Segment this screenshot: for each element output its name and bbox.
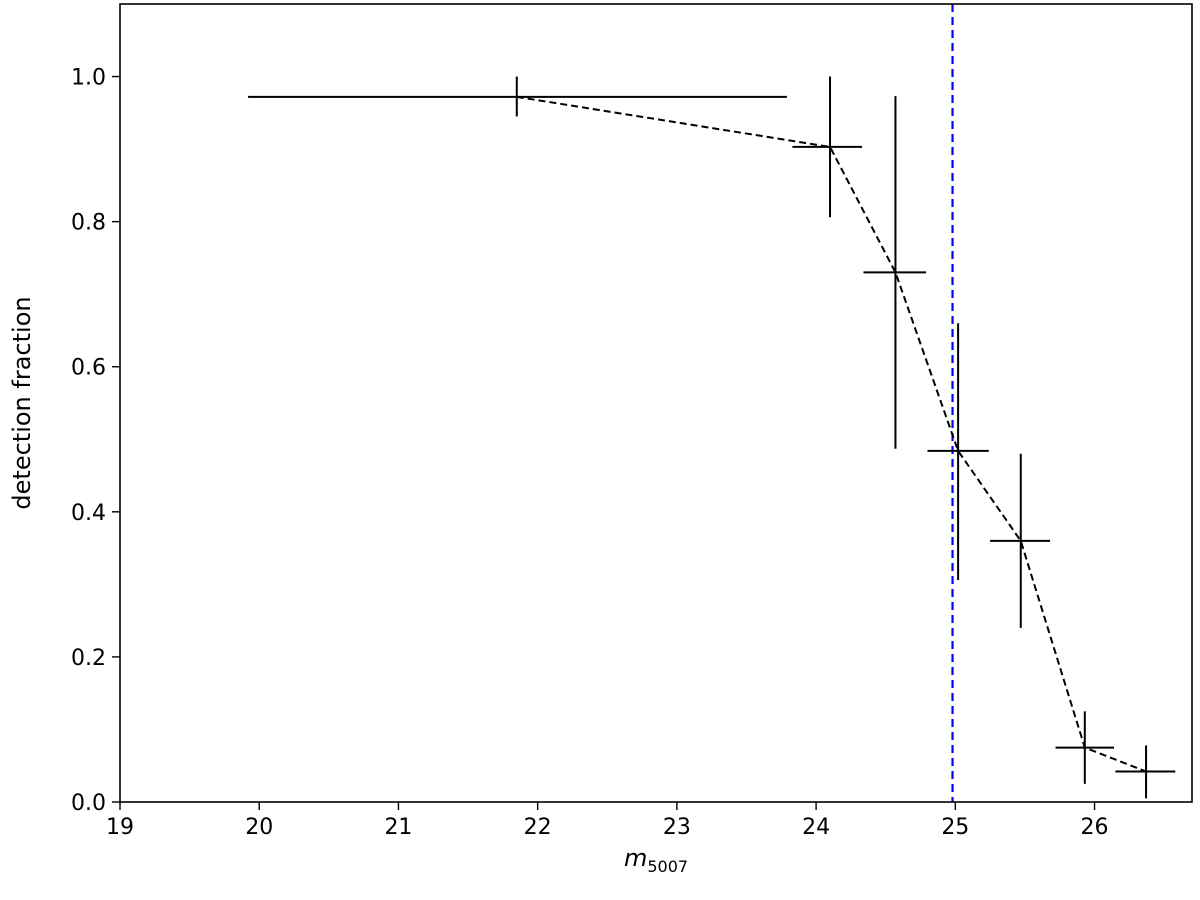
data-point-2 [863, 96, 927, 449]
x-axis-label-subscript: 5007 [647, 857, 688, 876]
y-axis-label: detection fraction [8, 296, 36, 509]
x-axis: 19 20 21 22 23 24 25 26 [106, 802, 1109, 840]
y-tick-label-2: 0.4 [71, 501, 106, 526]
x-axis-label: m5007 [624, 844, 688, 876]
data-point-1 [792, 76, 863, 218]
data-point-4 [990, 453, 1050, 628]
x-tick-label-6: 25 [941, 815, 969, 840]
data-point-6 [1115, 745, 1176, 799]
x-tick-label-0: 19 [106, 815, 134, 840]
x-tick-label-4: 23 [663, 815, 691, 840]
series-line-0 [516, 95, 1147, 773]
x-tick-label-3: 22 [524, 815, 552, 840]
y-tick-label-0: 0.0 [71, 791, 106, 816]
plot-frame [119, 3, 1193, 803]
data-point-3 [927, 323, 989, 581]
y-tick-label-3: 0.6 [71, 356, 106, 381]
y-axis: 0.0 0.2 0.4 0.6 0.8 1.0 [71, 66, 120, 816]
x-tick-label-5: 24 [802, 815, 830, 840]
x-tick-label-1: 20 [245, 815, 273, 840]
y-tick-label-1: 0.2 [71, 646, 106, 671]
y-tick-label-4: 0.8 [71, 211, 106, 236]
data-point-0 [248, 76, 787, 117]
y-tick-label-5: 1.0 [71, 66, 106, 91]
x-tick-label-2: 21 [384, 815, 412, 840]
x-tick-label-7: 26 [1081, 815, 1109, 840]
plot-content [248, 4, 1176, 802]
data-point-5 [1055, 711, 1115, 784]
x-axis-label-main: m [624, 844, 647, 872]
